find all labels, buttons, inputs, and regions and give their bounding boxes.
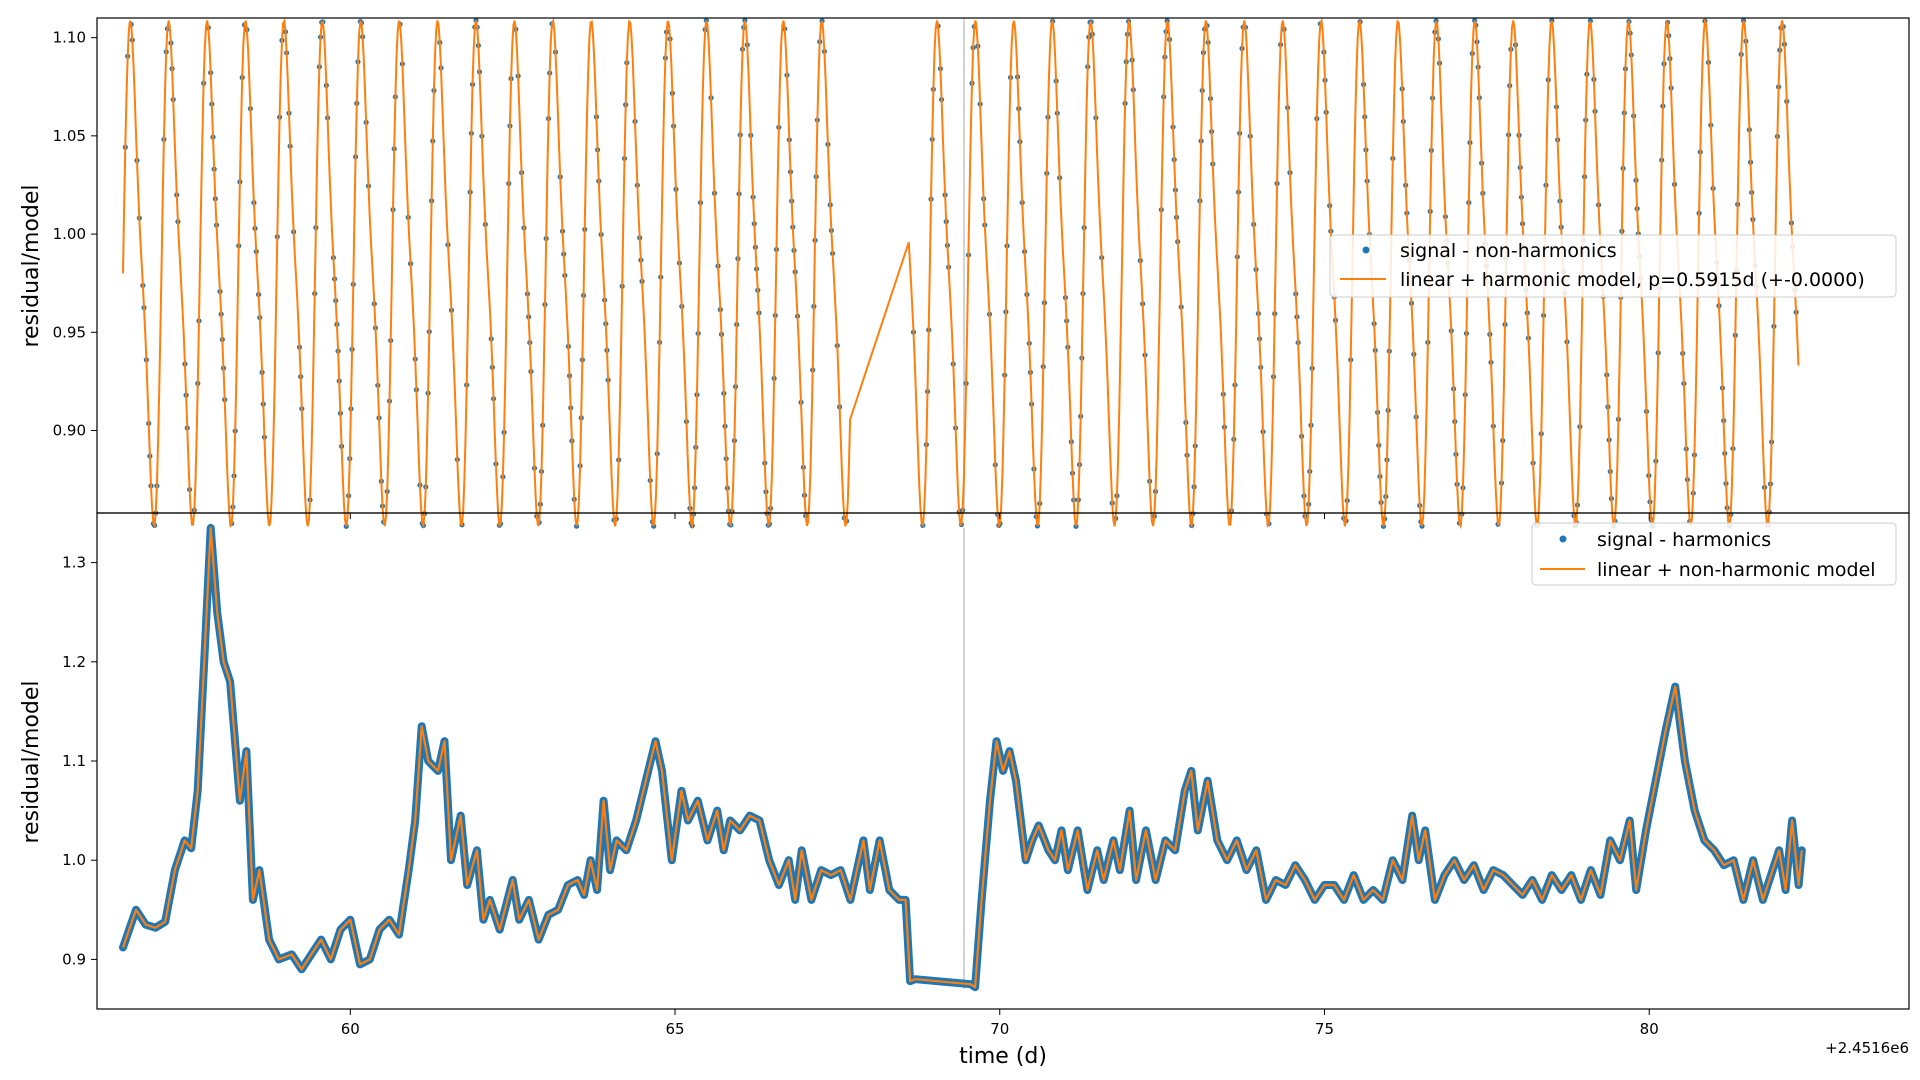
top-y-tick-label: 1.05 [53,127,86,145]
bottom-y-axis-label: residual/model [19,680,44,843]
bottom-y-tick-label: 1.1 [62,752,86,770]
bottom-legend-signal-marker [1560,536,1567,543]
bottom-y-tick-label: 0.9 [62,950,86,968]
top-y-tick-label: 0.90 [53,422,86,440]
bottom-y-tick-label: 1.0 [62,851,86,869]
top-y-tick-label: 1.00 [53,225,86,243]
top-legend-signal-label: signal - non-harmonics [1400,240,1617,262]
top-y-tick-label: 1.10 [53,29,86,47]
bottom-legend: signal - harmonics linear + non-harmonic… [1532,523,1896,585]
bottom-y-tick-label: 1.3 [62,554,86,572]
bottom-x-tick-label: 60 [341,1020,360,1038]
bottom-x-tick-label: 75 [1315,1020,1334,1038]
x-offset-label: +2.4516e6 [1825,1039,1909,1057]
top-y-tick-label: 0.95 [53,323,86,341]
top-legend-signal-marker [1363,247,1370,254]
x-axis-label: time (d) [959,1044,1047,1069]
bottom-x-tick-label: 70 [990,1020,1009,1038]
bottom-legend-signal-label: signal - harmonics [1597,529,1771,551]
bottom-y-tick-label: 1.2 [62,653,86,671]
bottom-legend-model-label: linear + non-harmonic model [1597,559,1876,581]
top-legend: signal - non-harmonics linear + harmonic… [1330,235,1896,297]
bottom-x-tick-label: 65 [665,1020,684,1038]
top-legend-model-label: linear + harmonic model, p=0.5915d (+-0.… [1400,269,1865,291]
bottom-x-tick-label: 80 [1640,1020,1659,1038]
top-y-axis-label: residual/model [19,184,44,347]
